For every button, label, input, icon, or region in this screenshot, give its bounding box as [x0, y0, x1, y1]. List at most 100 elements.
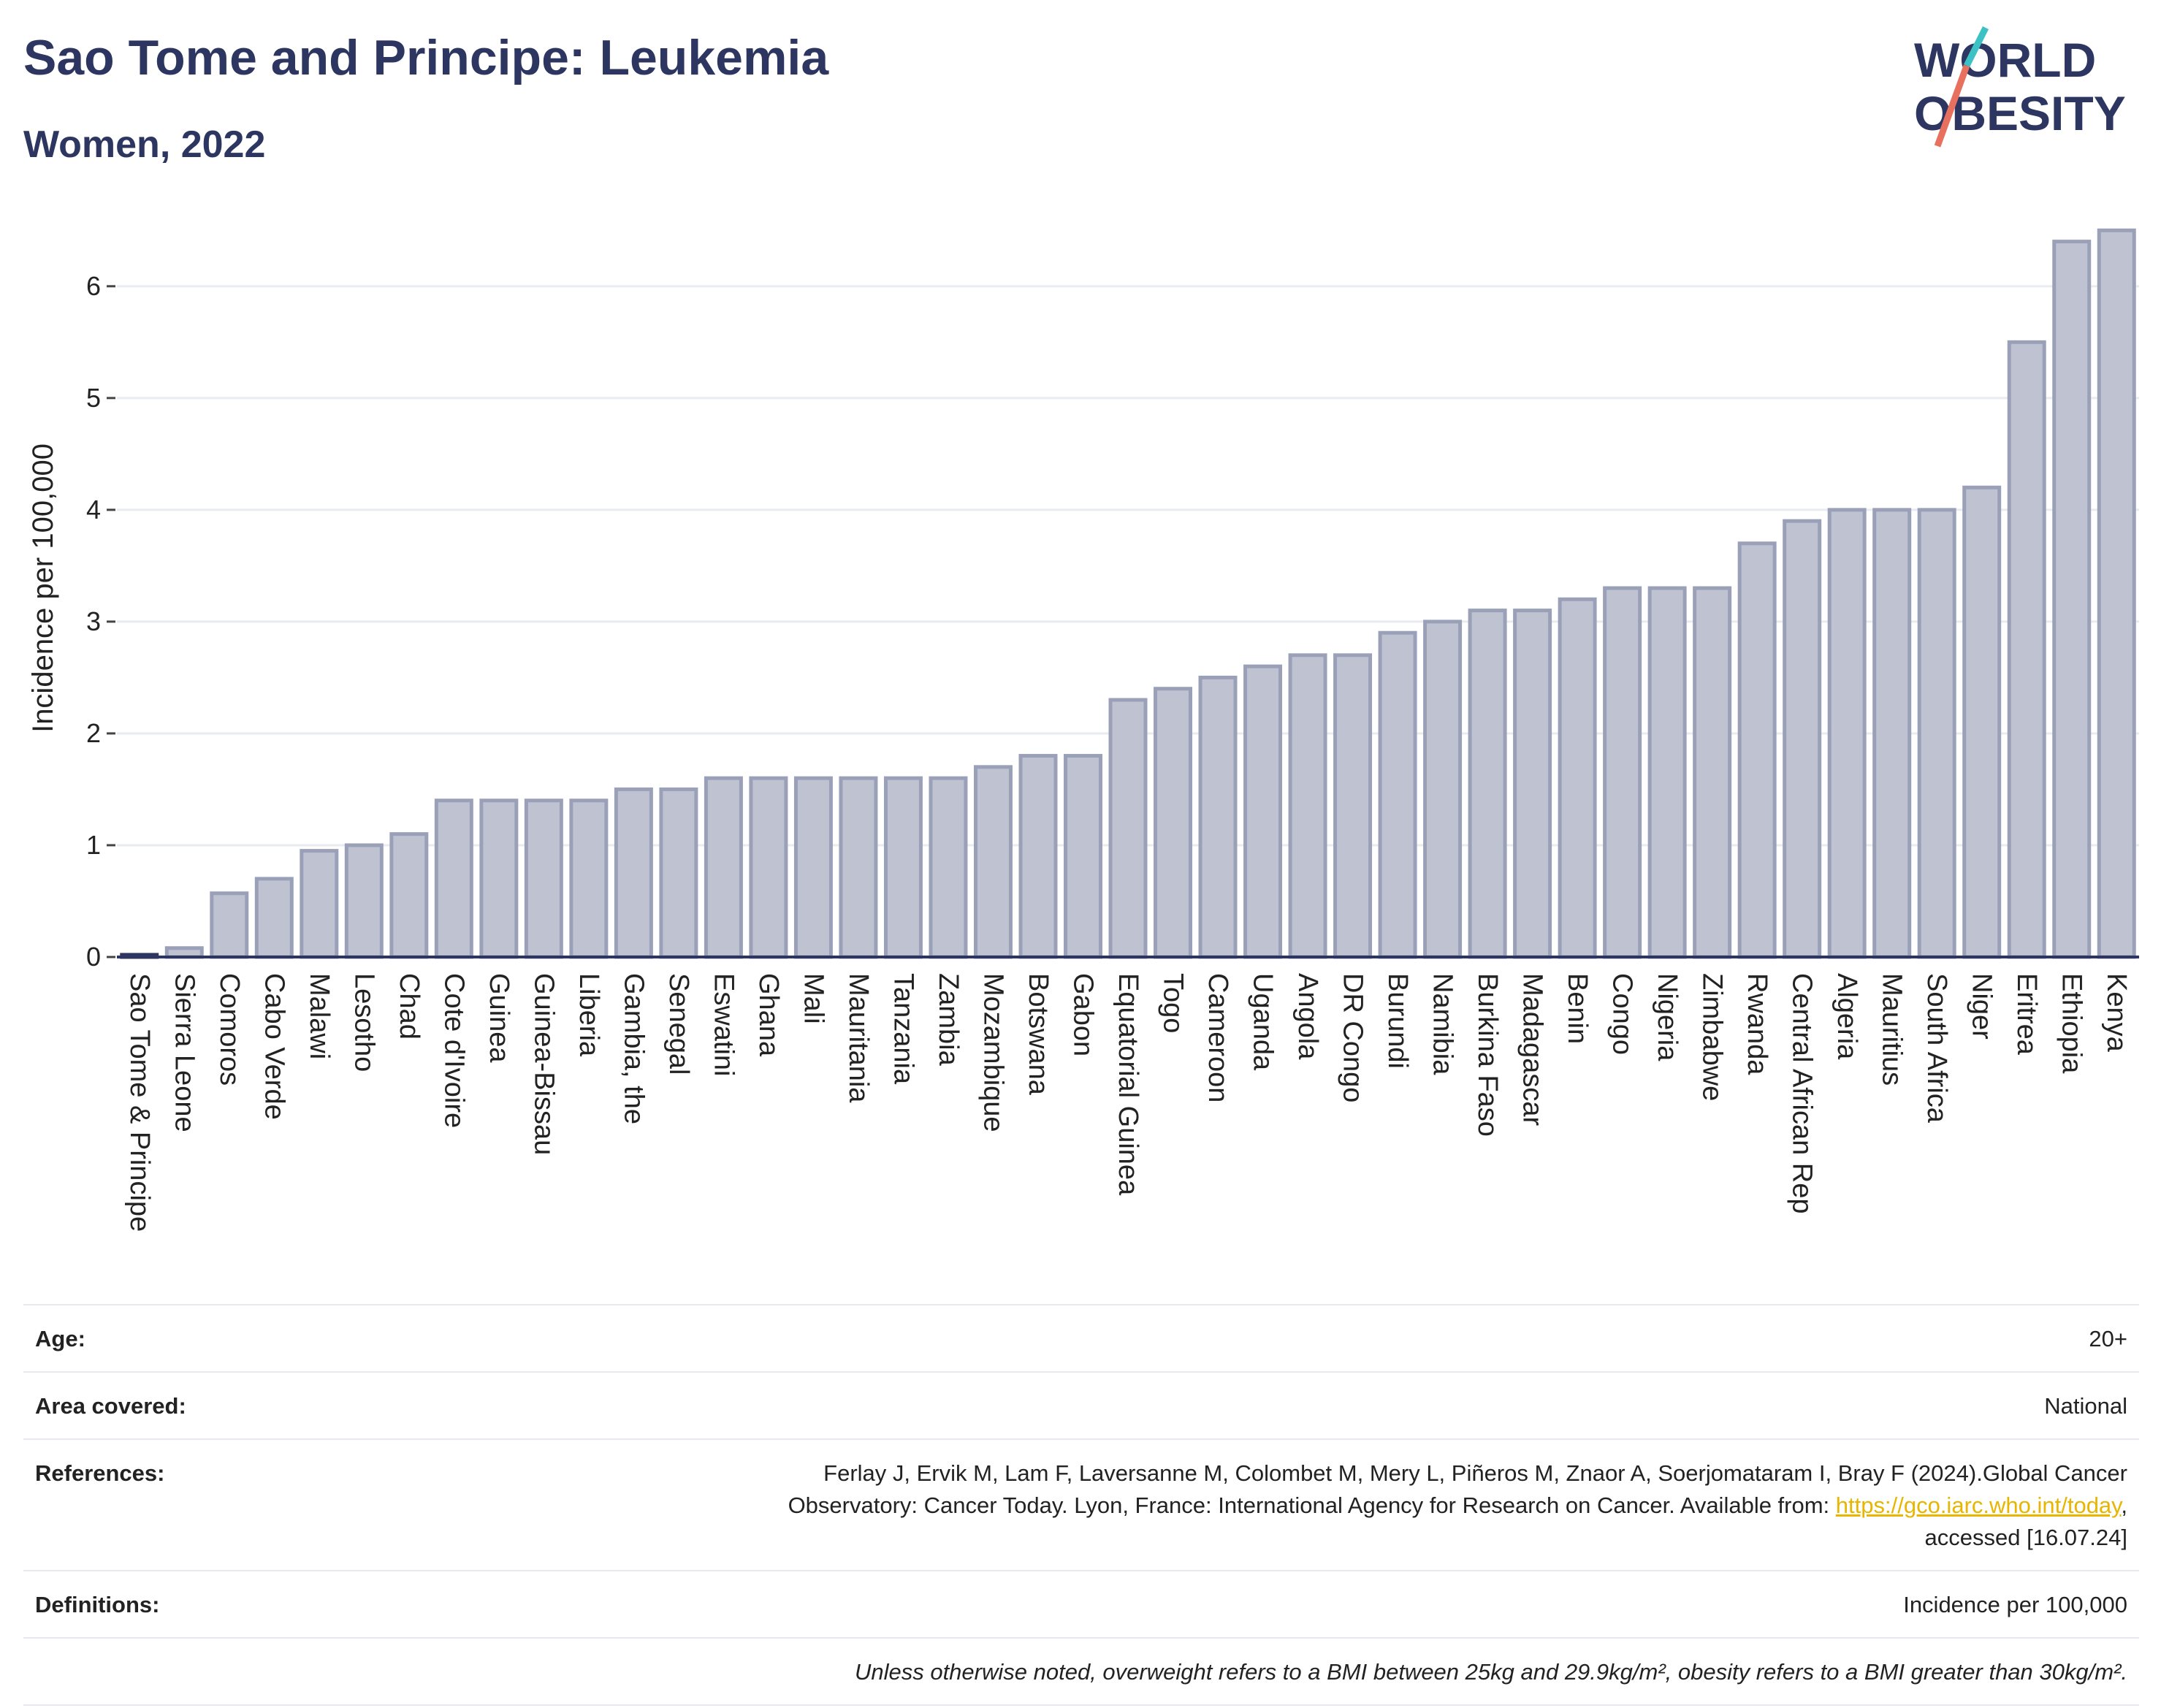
bar — [1783, 519, 1822, 959]
meta-row-definitions: Definitions: Incidence per 100,000 — [23, 1570, 2139, 1637]
y-tick-label: 5 — [86, 383, 101, 413]
bar — [1827, 508, 1867, 959]
x-tick-label: Algeria — [1832, 973, 1862, 1060]
x-tick-label: Eritrea — [2011, 973, 2042, 1056]
x-tick-label: Guinea — [484, 973, 514, 1063]
x-tick-label: Kenya — [2101, 973, 2132, 1053]
meta-row-age: Age: 20+ — [23, 1304, 2139, 1371]
bar — [883, 776, 923, 959]
x-tick-label: Cabo Verde — [259, 973, 289, 1120]
bar — [1962, 485, 2002, 959]
x-tick-label: Lesotho — [348, 973, 379, 1072]
bar — [1423, 619, 1463, 959]
y-tick-label: 0 — [86, 942, 101, 972]
x-tick-label: Malawi — [304, 973, 335, 1059]
bar — [1647, 586, 1687, 959]
world-obesity-logo-graphic: WORLD OBESITY — [1914, 26, 2126, 148]
x-tick-label: Sao Tome & Principe — [124, 973, 155, 1232]
x-tick-label: Gambia, the — [618, 973, 649, 1124]
bar — [929, 776, 968, 959]
bar — [1333, 653, 1373, 959]
bar — [614, 787, 653, 959]
bar-chart: 0 1 2 3 4 5 6 Incidence per 100,000 Sao Tome & P… — [27, 228, 2139, 1232]
x-tick-label: Mozambique — [977, 973, 1008, 1132]
x-tick-label: Guinea-Bissau — [528, 973, 559, 1155]
bar — [1737, 541, 1777, 959]
x-tick-label: Cameroon — [1203, 973, 1233, 1102]
x-tick-label: Cote d'Ivoire — [438, 973, 469, 1128]
bar — [1603, 586, 1642, 959]
references-line3: accessed [16.07.24] — [1924, 1525, 2127, 1550]
y-tick-label: 3 — [86, 606, 101, 636]
bar — [839, 776, 878, 959]
x-tick-label: Sierra Leone — [169, 973, 199, 1132]
meta-row-references: References: Ferlay J, Ervik M, Lam F, La… — [23, 1438, 2139, 1570]
bar — [1018, 754, 1058, 959]
x-tick-label: Mali — [798, 973, 828, 1024]
x-tick-label: Burkina Faso — [1472, 973, 1503, 1137]
bar — [749, 776, 788, 959]
logo-slash-coral — [1934, 64, 1970, 148]
x-tick-label: Gabon — [1067, 973, 1098, 1056]
bar — [479, 798, 519, 959]
bar — [254, 877, 294, 959]
bar — [659, 787, 698, 959]
x-tick-label: Mauritius — [1877, 973, 1907, 1086]
y-axis-label: Incidence per 100,000 — [27, 443, 59, 733]
x-tick-label: Togo — [1158, 973, 1189, 1033]
bar — [1378, 630, 1417, 959]
world-obesity-logo: WORLD OBESITY — [1899, 22, 2148, 153]
x-tick-label: Liberia — [573, 973, 604, 1057]
bar — [434, 798, 473, 959]
bar — [524, 798, 563, 959]
area-value: National — [2044, 1393, 2127, 1419]
logo-line1: WORLD — [1914, 33, 2096, 87]
references-line2: Observatory: Cancer Today. Lyon, France:… — [788, 1492, 1836, 1518]
x-tick-label: Ghana — [753, 973, 784, 1057]
bar — [1917, 508, 1956, 959]
y-tick-label: 1 — [86, 830, 101, 860]
references-link[interactable]: https://gco.iarc.who.int/today — [1835, 1492, 2122, 1518]
meta-row-note: Unless otherwise noted, overweight refer… — [23, 1637, 2139, 1706]
definitions-value: Incidence per 100,000 — [1903, 1592, 2127, 1617]
x-tick-label: Zimbabwe — [1697, 973, 1728, 1101]
bar — [973, 765, 1013, 959]
y-tick-label: 6 — [86, 271, 101, 301]
bar — [2052, 240, 2092, 959]
references-label: References: — [35, 1460, 165, 1486]
bar — [344, 843, 384, 959]
x-tick-label: Botswana — [1023, 973, 1053, 1096]
bar — [1693, 586, 1732, 959]
page-subtitle: Women, 2022 — [23, 123, 266, 166]
x-tick-label: Equatorial Guinea — [1113, 973, 1143, 1196]
y-tick-label: 2 — [86, 718, 101, 748]
definitions-label: Definitions: — [35, 1592, 160, 1617]
bar — [569, 798, 609, 959]
bar — [210, 891, 249, 959]
x-tick-label: Chad — [394, 973, 424, 1040]
bar — [1513, 609, 1552, 959]
x-tick-label: Eswatini — [708, 973, 739, 1077]
references-value: Ferlay J, Ervik M, Lam F, Laversanne M, … — [788, 1460, 2127, 1550]
x-tick-label: Angola — [1292, 973, 1323, 1060]
x-tick-label: Zambia — [933, 973, 964, 1067]
x-tick-label: Benin — [1562, 973, 1593, 1044]
x-tick-label: Senegal — [663, 973, 694, 1075]
bar — [1558, 597, 1597, 959]
x-tick-label: Comoros — [214, 973, 245, 1086]
age-label: Age: — [35, 1326, 85, 1351]
x-tick-label: Mauritania — [843, 973, 874, 1103]
x-tick-label: Ethiopia — [2057, 973, 2087, 1074]
x-tick-label: Congo — [1607, 973, 1638, 1055]
age-value: 20+ — [2089, 1326, 2127, 1351]
x-tick-label: Tanzania — [888, 973, 918, 1085]
x-tick-label: Rwanda — [1742, 973, 1772, 1075]
y-tick-label: 4 — [86, 495, 101, 525]
x-tick-label: Uganda — [1248, 973, 1278, 1071]
area-label: Area covered: — [35, 1393, 186, 1419]
bar — [1468, 609, 1507, 959]
logo-slash-teal — [1963, 26, 1989, 68]
bar — [704, 776, 743, 959]
bar — [2007, 340, 2046, 959]
x-tick-label: Burundi — [1382, 973, 1413, 1069]
